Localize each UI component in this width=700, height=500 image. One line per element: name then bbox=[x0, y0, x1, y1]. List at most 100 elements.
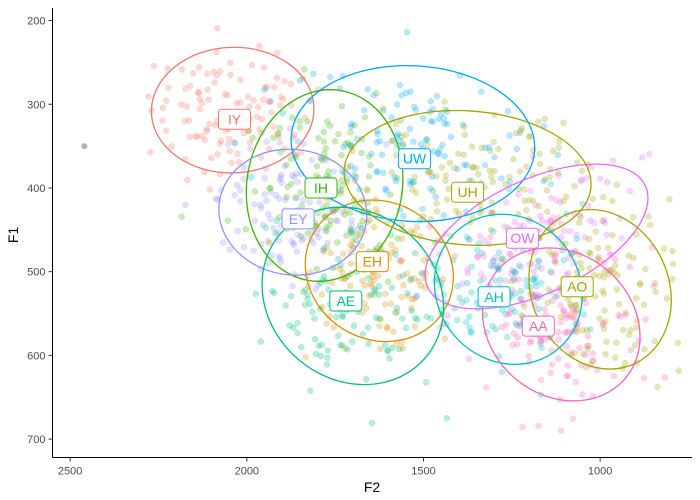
data-point bbox=[337, 265, 344, 273]
data-point bbox=[237, 198, 244, 205]
data-point bbox=[178, 213, 185, 220]
data-point bbox=[651, 279, 659, 287]
data-point bbox=[300, 288, 307, 296]
data-point bbox=[514, 333, 522, 341]
data-point bbox=[213, 71, 221, 79]
label-box bbox=[451, 181, 485, 203]
data-point bbox=[402, 131, 410, 138]
data-point bbox=[552, 259, 560, 266]
data-point bbox=[599, 287, 606, 295]
data-point bbox=[506, 251, 513, 258]
data-point bbox=[611, 261, 619, 269]
data-point bbox=[225, 135, 233, 143]
data-point bbox=[250, 97, 258, 104]
data-point bbox=[613, 181, 621, 188]
data-point bbox=[585, 235, 593, 243]
data-point bbox=[196, 95, 203, 103]
data-point bbox=[411, 275, 418, 282]
label-text: EY bbox=[289, 211, 308, 227]
data-point bbox=[536, 150, 543, 158]
data-point bbox=[320, 138, 328, 145]
data-point bbox=[278, 179, 285, 186]
data-point bbox=[429, 118, 437, 125]
data-point bbox=[412, 189, 420, 197]
data-point bbox=[240, 164, 248, 171]
data-point bbox=[300, 65, 308, 73]
data-point bbox=[555, 355, 562, 362]
data-point bbox=[596, 256, 603, 264]
data-point bbox=[261, 190, 269, 198]
data-point bbox=[509, 342, 516, 349]
data-point bbox=[322, 145, 329, 152]
data-point bbox=[361, 282, 369, 289]
data-point bbox=[274, 129, 282, 137]
data-point bbox=[244, 93, 252, 101]
data-point bbox=[599, 321, 607, 329]
data-point bbox=[359, 277, 366, 284]
data-point bbox=[610, 372, 618, 380]
data-point bbox=[347, 225, 354, 233]
data-point bbox=[422, 137, 430, 144]
data-point bbox=[530, 268, 538, 275]
data-point bbox=[515, 262, 523, 269]
data-point bbox=[580, 311, 587, 318]
data-point bbox=[334, 218, 341, 225]
data-point bbox=[573, 301, 580, 309]
data-point bbox=[625, 252, 632, 259]
data-point bbox=[393, 101, 401, 108]
data-point bbox=[407, 227, 415, 235]
data-point bbox=[437, 110, 445, 118]
data-point bbox=[235, 158, 243, 166]
data-point bbox=[164, 65, 171, 72]
data-point bbox=[517, 127, 525, 134]
data-point bbox=[427, 97, 434, 105]
data-point bbox=[433, 172, 440, 180]
data-point bbox=[618, 235, 626, 242]
data-point bbox=[487, 262, 495, 269]
data-point bbox=[359, 217, 366, 225]
data-point bbox=[260, 64, 268, 71]
data-point bbox=[318, 291, 326, 298]
data-point bbox=[518, 263, 525, 270]
data-point bbox=[339, 208, 347, 215]
data-point bbox=[393, 174, 401, 182]
data-point bbox=[396, 256, 403, 264]
data-point bbox=[408, 295, 416, 303]
data-point bbox=[459, 280, 466, 287]
data-point bbox=[263, 83, 271, 91]
data-point bbox=[533, 282, 540, 290]
data-point bbox=[592, 228, 600, 236]
data-point bbox=[465, 355, 473, 362]
data-point bbox=[257, 201, 264, 209]
data-point bbox=[508, 305, 516, 313]
data-point bbox=[487, 233, 494, 241]
data-point bbox=[584, 345, 592, 353]
data-point bbox=[536, 212, 544, 220]
data-point bbox=[260, 96, 267, 103]
data-point bbox=[440, 211, 448, 219]
data-point bbox=[491, 167, 498, 175]
data-point bbox=[549, 147, 557, 155]
data-point bbox=[563, 372, 570, 380]
data-point bbox=[365, 173, 373, 180]
data-point bbox=[414, 316, 421, 323]
data-point bbox=[674, 339, 682, 347]
data-point bbox=[264, 237, 272, 245]
label-uw: UW bbox=[398, 148, 432, 170]
data-point bbox=[277, 258, 285, 266]
data-point bbox=[368, 150, 375, 157]
data-point bbox=[347, 241, 354, 249]
data-point bbox=[259, 221, 267, 228]
data-point bbox=[358, 135, 366, 143]
data-point bbox=[213, 48, 220, 56]
label-ey: EY bbox=[281, 208, 315, 230]
data-point bbox=[248, 174, 255, 181]
data-point bbox=[370, 291, 378, 298]
ellipse-ah bbox=[433, 213, 583, 365]
data-point bbox=[555, 336, 562, 344]
data-point bbox=[265, 260, 272, 267]
data-point bbox=[451, 252, 459, 260]
data-point bbox=[611, 354, 619, 361]
data-point bbox=[404, 289, 411, 297]
label-text: IY bbox=[228, 111, 242, 127]
